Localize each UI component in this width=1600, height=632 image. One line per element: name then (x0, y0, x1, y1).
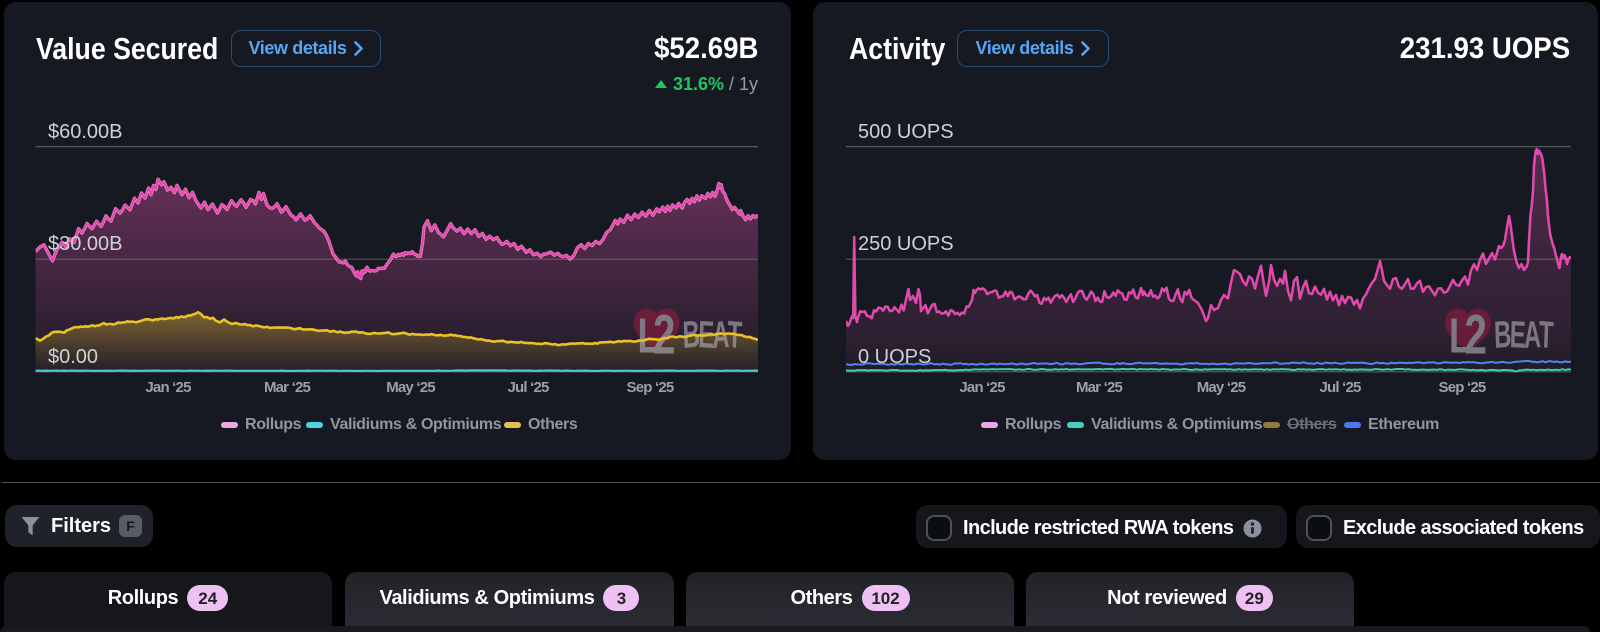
svg-text:E: E (1509, 312, 1526, 356)
svg-text:B: B (1493, 312, 1512, 356)
svg-text:L: L (1449, 309, 1471, 364)
svg-text:2: 2 (1465, 304, 1487, 366)
svg-text:A: A (1523, 312, 1541, 356)
svg-text:2: 2 (653, 304, 675, 366)
svg-text:T: T (1538, 312, 1554, 356)
svg-text:L: L (638, 309, 660, 364)
